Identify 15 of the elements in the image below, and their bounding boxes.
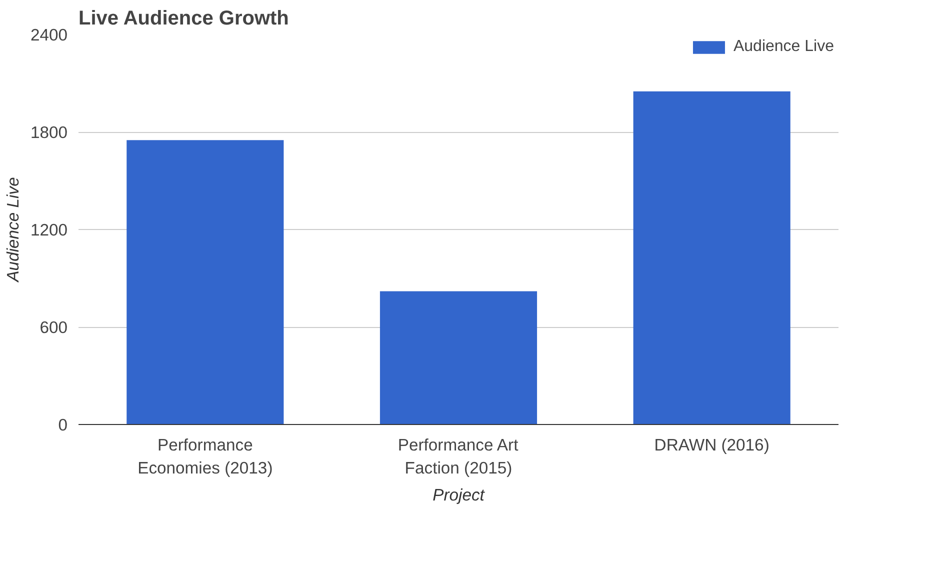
bar — [633, 91, 790, 424]
y-tick-label: 0 — [58, 416, 68, 434]
chart-title: Live Audience Growth — [78, 8, 289, 30]
x-axis-title: Project — [432, 485, 486, 504]
x-tick-label: Performance Economies (2013) — [138, 436, 273, 478]
y-tick-label: 600 — [40, 318, 68, 337]
y-tick-label: 1800 — [30, 123, 68, 142]
x-tick-label: DRAWN (2016) — [654, 436, 770, 454]
bar — [380, 291, 538, 424]
y-tick-label: 2400 — [30, 26, 68, 44]
x-tick-label: Performance Art Faction (2015) — [398, 436, 519, 478]
legend-label: Audience Live — [733, 38, 834, 56]
y-axis-title: Audience Live — [3, 177, 22, 283]
bar — [126, 140, 284, 424]
y-tick-label: 1200 — [30, 220, 68, 240]
